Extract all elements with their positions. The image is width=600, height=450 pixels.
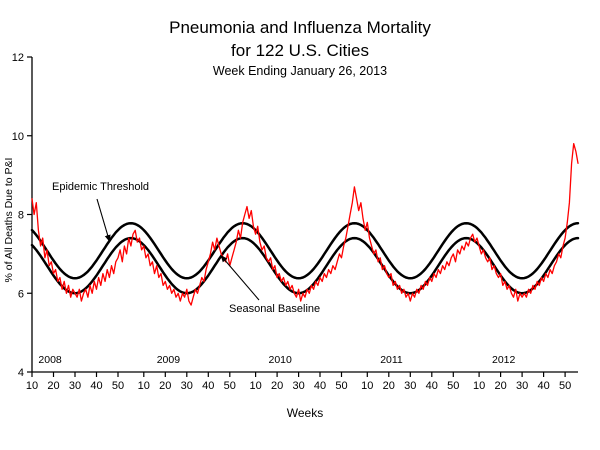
year-label: 2010 [269,354,293,366]
year-label: 2009 [157,354,181,366]
y-tick-label: 4 [18,367,24,379]
chart-title: Pneumonia and Influenza Mortality for 12… [0,16,600,78]
x-tick-label: 50 [559,380,571,392]
x-tick-label: 50 [224,380,236,392]
year-label: 2012 [492,354,516,366]
x-tick-label: 30 [69,380,81,392]
annotation-arrow-epidemic-threshold [96,198,111,242]
x-tick-label: 20 [494,380,506,392]
x-axis-title: Weeks [286,406,324,420]
y-tick-label: 8 [18,210,24,222]
x-tick-label: 20 [159,380,171,392]
y-tick-label: 10 [12,131,24,143]
chart-subtitle: Week Ending January 26, 2013 [212,64,388,78]
x-tick-label: 20 [47,380,59,392]
x-tick-label: 20 [383,380,395,392]
x-tick-label: 10 [26,380,38,392]
epidemic-threshold-line [30,221,580,280]
y-axis-title: % of All Deaths Due to P&I [3,157,15,283]
x-tick-label: 20 [271,380,283,392]
seasonal-baseline-line [30,236,580,295]
annotation-epidemic-threshold: Epidemic Threshold [52,181,150,193]
x-tick-label: 50 [112,380,124,392]
x-tick-label: 30 [292,380,304,392]
x-tick-label: 30 [516,380,528,392]
x-tick-label: 10 [249,380,261,392]
x-tick-label: 10 [473,380,485,392]
x-tick-label: 40 [537,380,549,392]
y-tick-label: 12 [12,52,24,64]
observed-line [31,142,579,306]
annotation-seasonal-baseline: Seasonal Baseline [229,303,321,315]
x-tick-label: 50 [447,380,459,392]
chart-title-line1: Pneumonia and Influenza Mortality [169,18,431,37]
year-label: 2008 [38,354,62,366]
x-tick-label: 10 [138,380,150,392]
chart-title-line2: for 122 U.S. Cities [231,41,369,60]
y-tick-label: 6 [18,288,24,300]
annotation-arrow-seasonal-baseline [220,255,260,301]
x-tick-label: 30 [181,380,193,392]
x-tick-label: 40 [90,380,102,392]
x-tick-label: 30 [404,380,416,392]
x-tick-label: 40 [426,380,438,392]
x-tick-label: 50 [335,380,347,392]
x-tick-label: 10 [361,380,373,392]
x-tick-label: 40 [314,380,326,392]
x-tick-label: 40 [202,380,214,392]
year-label: 2011 [380,354,403,366]
